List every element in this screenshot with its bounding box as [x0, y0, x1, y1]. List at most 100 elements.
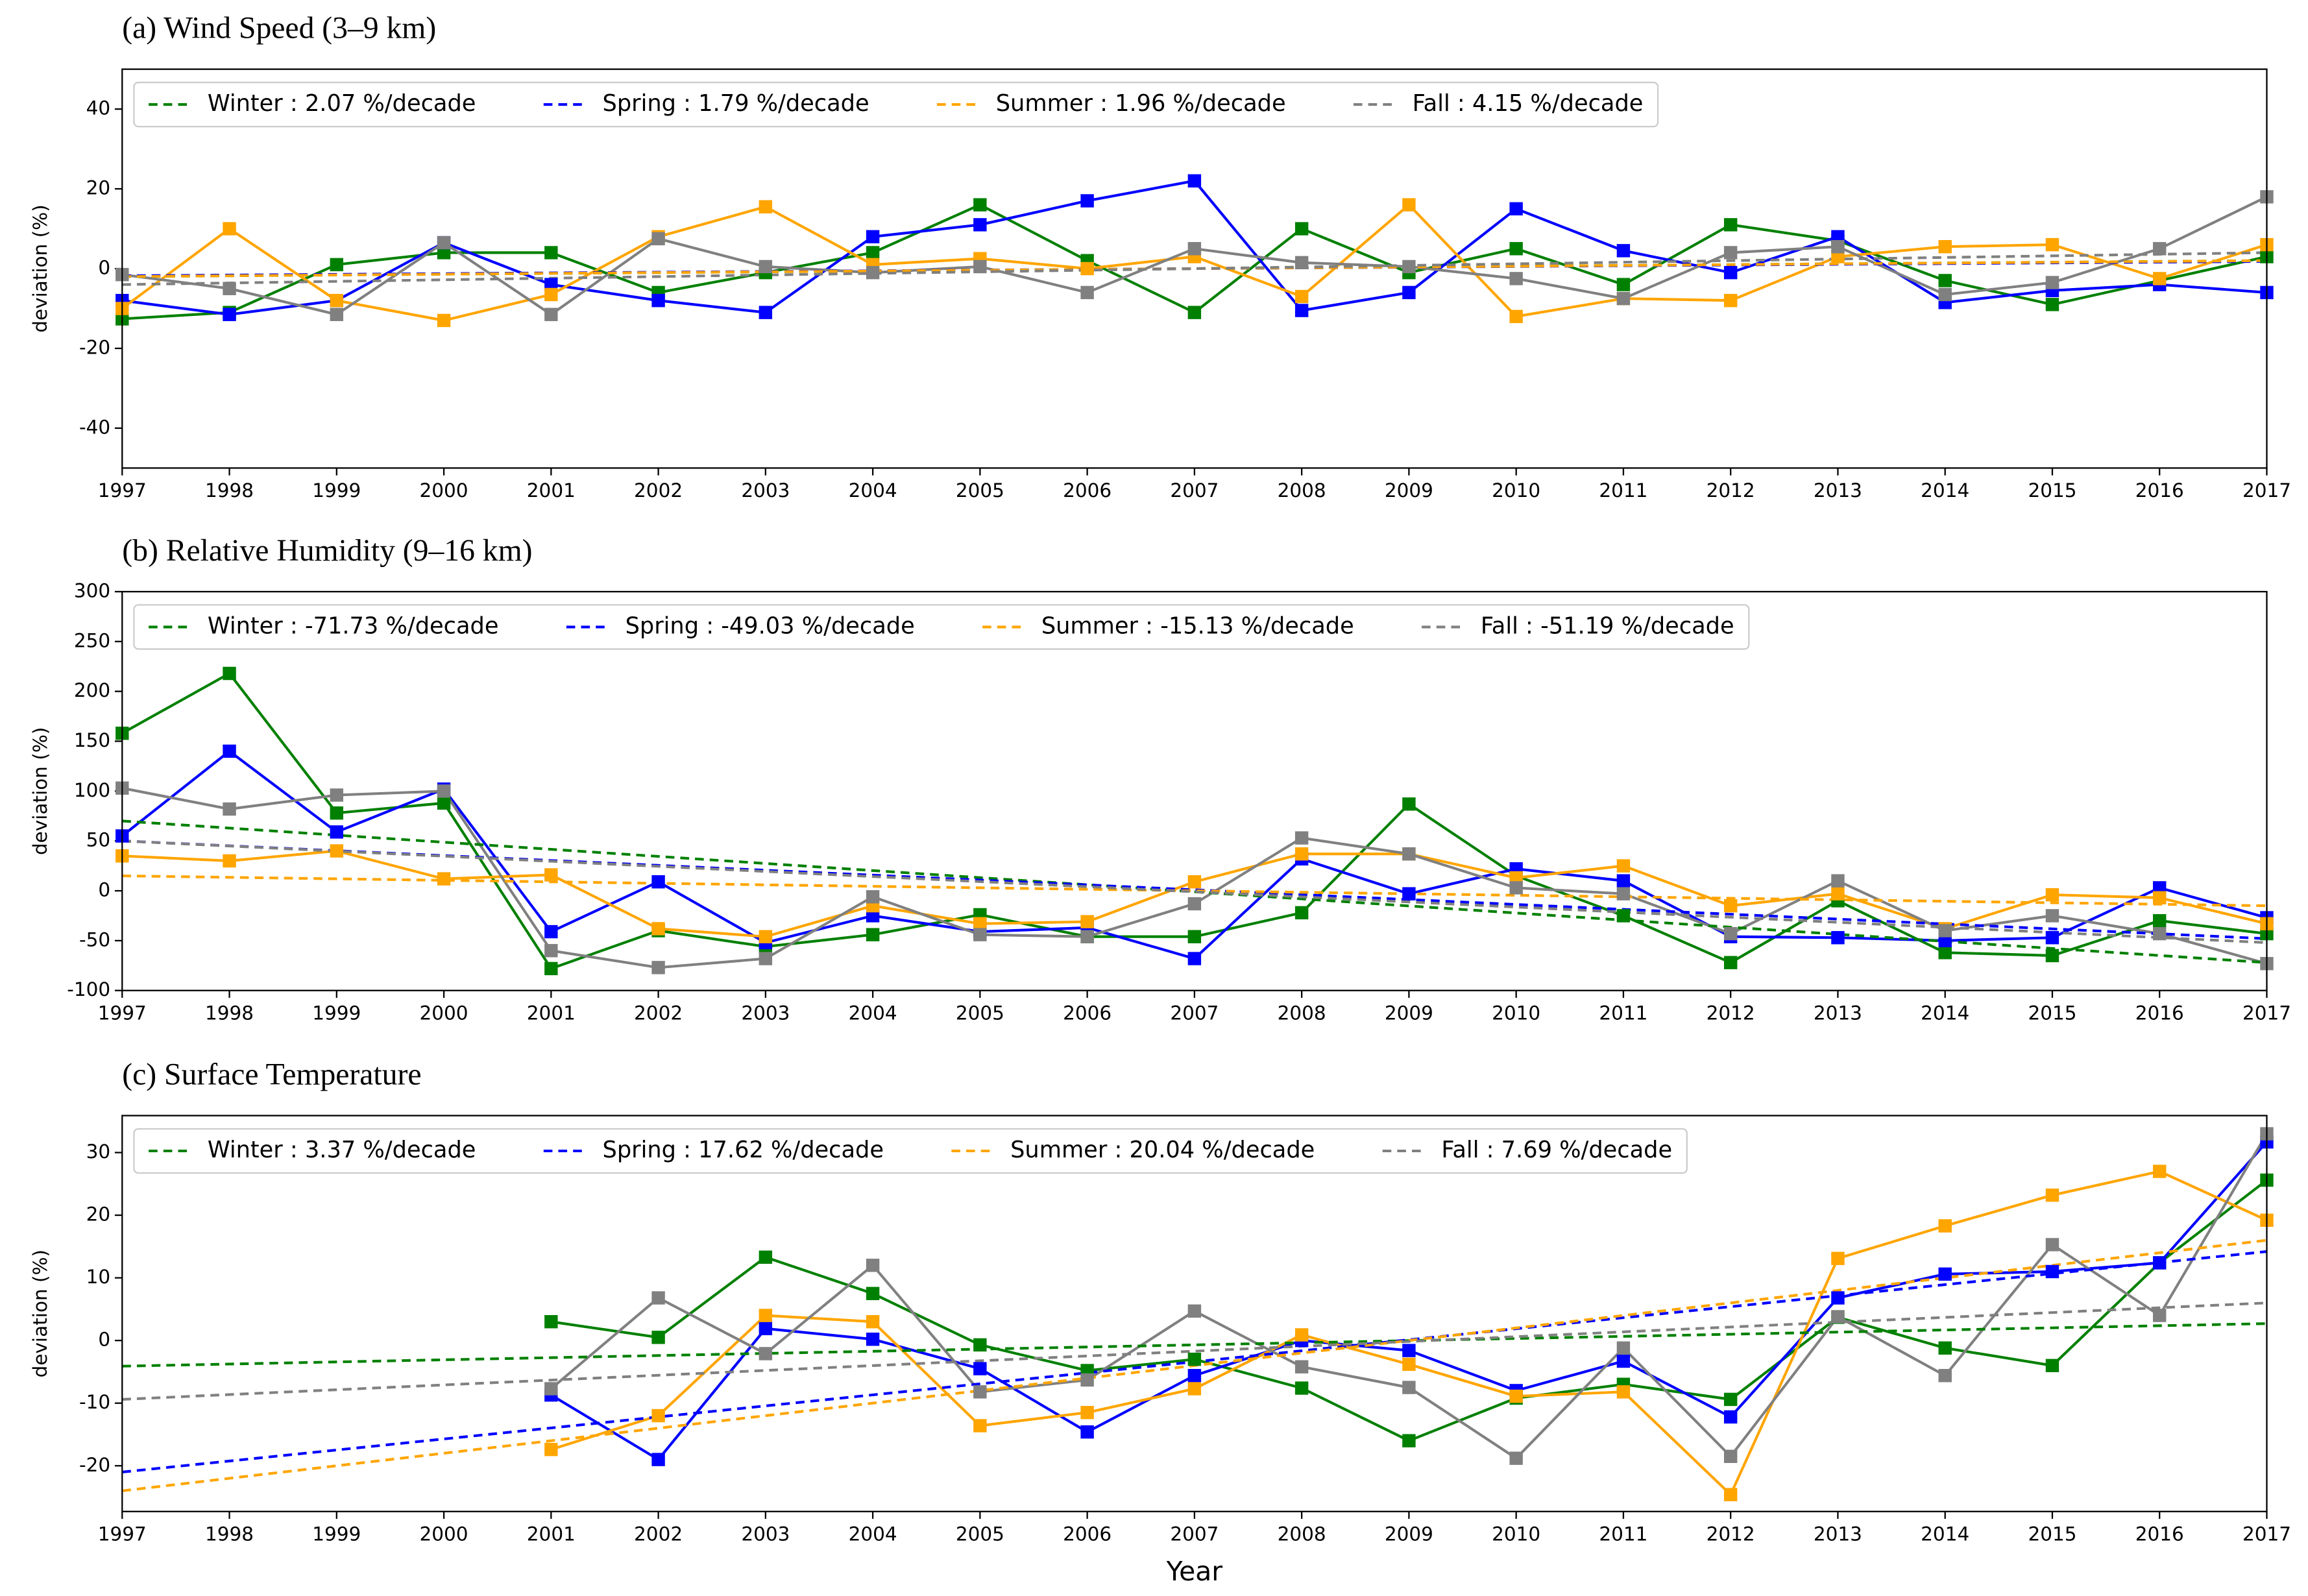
x-tick-label: 2013 [1814, 1523, 1862, 1545]
data-point [1616, 887, 1631, 901]
x-tick-label: 2002 [634, 1523, 683, 1545]
data-point [1402, 260, 1416, 274]
legend-label: Fall : 4.15 %/decade [1413, 90, 1644, 117]
legend-label: Summer : -15.13 %/decade [1041, 612, 1354, 639]
data-point [1402, 887, 1416, 901]
data-point [1294, 304, 1309, 317]
data-point [1187, 242, 1202, 256]
data-point [1723, 1449, 1738, 1464]
data-point [544, 1314, 558, 1329]
legend-label: Fall : 7.69 %/decade [1441, 1137, 1672, 1163]
x-tick-label: 2008 [1278, 1002, 1326, 1024]
legend-label: Fall : -51.19 %/decade [1481, 612, 1734, 639]
y-tick-label: 200 [74, 679, 110, 701]
legend-box [133, 1128, 1688, 1174]
y-axis-label: deviation (%) [29, 1250, 51, 1377]
data-point [866, 1259, 880, 1272]
data-point [1723, 246, 1738, 260]
y-tick-label: 40 [86, 97, 111, 119]
data-point [223, 666, 236, 681]
chart-panel: (c) Surface Temperature deviation (%) Year… [29, 1058, 2291, 1587]
x-tick-label: 2001 [527, 1523, 576, 1545]
data-point [1080, 261, 1094, 276]
data-point [973, 928, 987, 941]
x-tick-label: 2005 [956, 1002, 1004, 1024]
x-tick-label: 2011 [1599, 1523, 1647, 1545]
trend-line [122, 260, 2267, 278]
data-point [651, 922, 665, 936]
y-tick-label: 50 [86, 829, 111, 851]
data-point [1187, 1369, 1202, 1383]
data-line [550, 1141, 2267, 1462]
data-point [1294, 222, 1309, 236]
x-tick-label: 2004 [849, 1523, 897, 1545]
x-tick-label: 1998 [205, 479, 254, 502]
data-point [544, 1442, 558, 1457]
data-point [1402, 1434, 1416, 1447]
data-point [1723, 293, 1738, 308]
data-point [973, 260, 987, 274]
legend-label: Spring : 17.62 %/decade [603, 1137, 884, 1163]
data-point [1402, 847, 1416, 861]
data-point [1938, 946, 1952, 960]
x-tick-label: 2014 [1921, 1523, 1969, 1545]
x-tick-label: 2004 [849, 1002, 897, 1024]
y-tick-label: -20 [79, 336, 110, 358]
data-point [759, 1322, 773, 1336]
x-tick-label: 2004 [849, 479, 897, 502]
data-point [1294, 847, 1309, 861]
data-point [1080, 285, 1094, 300]
data-point [1831, 887, 1845, 901]
data-point [1723, 265, 1738, 280]
chart-title: (a) Wind Speed (3–9 km) [122, 12, 436, 45]
x-tick-label: 2003 [741, 1523, 790, 1545]
data-point [1294, 1360, 1309, 1373]
y-tick-label: 20 [86, 1203, 111, 1226]
data-point [1831, 250, 1845, 263]
data-point [866, 909, 880, 923]
x-tick-label: 2016 [2135, 1002, 2184, 1024]
data-point [651, 293, 665, 308]
x-tick-label: 2002 [634, 479, 683, 502]
data-point [437, 784, 451, 798]
data-point [544, 308, 558, 321]
data-point [330, 844, 344, 858]
data-point [1187, 1352, 1202, 1366]
legend-label: Winter : -71.73 %/decade [208, 612, 499, 639]
data-point [223, 854, 236, 868]
trend-line [122, 874, 2267, 908]
trend-line [122, 819, 2267, 964]
data-point [651, 875, 665, 889]
data-point [866, 1314, 880, 1329]
y-axis-label: deviation (%) [29, 204, 51, 332]
chart-panel: (b) Relative Humidity (9–16 km) deviation… [29, 534, 2291, 1024]
data-point [973, 218, 987, 232]
x-tick-label: 2010 [1492, 1523, 1540, 1545]
data-point [1509, 1451, 1523, 1465]
chart-panel: (a) Wind Speed (3–9 km) deviation (%) -40 -… [29, 12, 2291, 502]
data-line [551, 1179, 2267, 1442]
data-point [2045, 237, 2059, 252]
trend-line [122, 251, 2267, 286]
data-point [866, 265, 880, 280]
x-tick-label: 2006 [1063, 1002, 1111, 1024]
data-point [759, 952, 773, 965]
data-point [1294, 1381, 1309, 1395]
data-point [544, 868, 558, 882]
x-tick-label: 2014 [1921, 1002, 1969, 1024]
data-point [973, 1362, 987, 1375]
data-point [1294, 1328, 1309, 1342]
data-point [1509, 309, 1523, 324]
data-point [2153, 1309, 2167, 1322]
x-tick-label: 2007 [1170, 1523, 1219, 1545]
x-tick-label: 2012 [1707, 1002, 1755, 1024]
data-point [1723, 1392, 1738, 1407]
data-point [1723, 956, 1738, 969]
data-point [2045, 909, 2059, 923]
data-point [1831, 931, 1845, 945]
x-tick-label: 2003 [741, 479, 790, 502]
x-tick-label: 2006 [1063, 479, 1111, 502]
data-point [1080, 930, 1094, 943]
y-tick-label: 150 [74, 729, 110, 751]
x-tick-label: 2010 [1492, 479, 1540, 502]
